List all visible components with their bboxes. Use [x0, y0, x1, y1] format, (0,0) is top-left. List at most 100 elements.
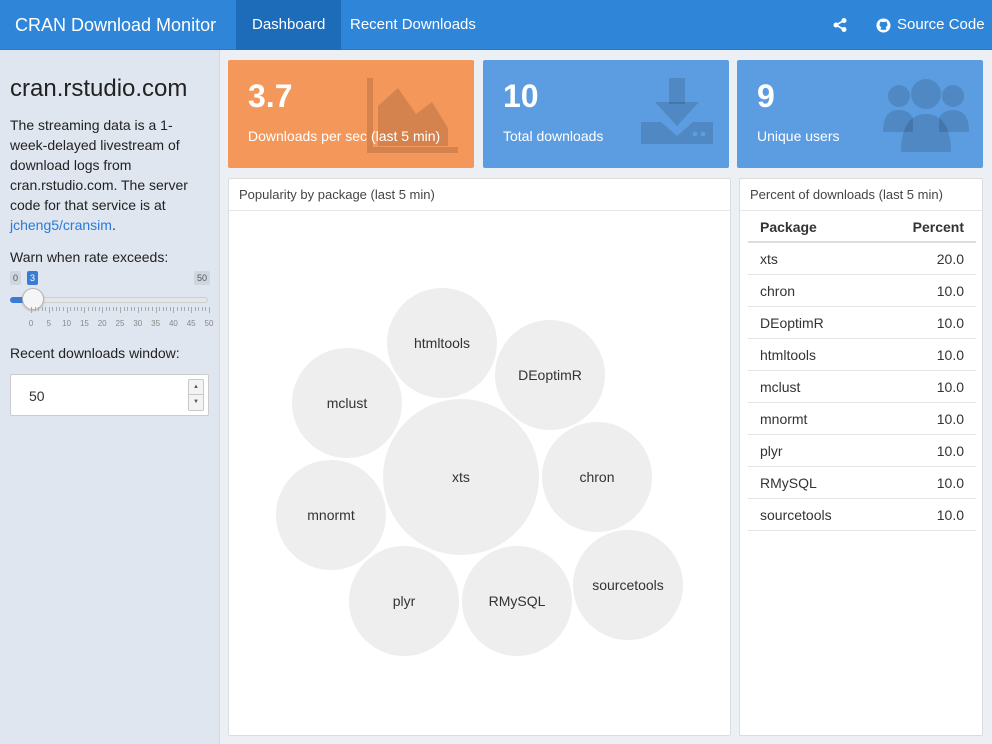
- unique-users-box: 9 Unique users: [737, 60, 983, 168]
- percent-title: Percent of downloads (last 5 min): [740, 179, 982, 211]
- table-body: xts 20.0 chron 10.0 DEoptimR 10.0 htmltools 10.…: [748, 243, 976, 531]
- slider-tick: [152, 307, 154, 311]
- slider-tick: [155, 307, 157, 313]
- bubble-label: DEoptimR: [518, 367, 582, 383]
- slider-tick: [116, 307, 118, 311]
- bubble-mclust[interactable]: mclust: [292, 348, 402, 458]
- slider-tick: [66, 307, 68, 313]
- download-icon: [641, 78, 713, 144]
- bubble-label: sourcetools: [592, 577, 664, 593]
- users-icon: [883, 79, 969, 152]
- slider-tick: [109, 307, 111, 311]
- slider-tick: [41, 307, 43, 311]
- slider-tick: [137, 307, 139, 313]
- share-button[interactable]: [832, 0, 848, 50]
- total-downloads-value: 10: [503, 78, 539, 114]
- slider-tick-label: 30: [133, 319, 143, 328]
- cell-package: DEoptimR: [760, 315, 824, 331]
- cell-package: RMySQL: [760, 475, 817, 491]
- downloads-rate-value: 3.7: [248, 78, 293, 114]
- downloads-rate-label: Downloads per sec (last 5 min): [248, 128, 441, 144]
- stepper-up-icon[interactable]: ▲: [189, 380, 203, 395]
- tab-recent-downloads[interactable]: Recent Downloads: [350, 16, 476, 33]
- header-percent[interactable]: Percent: [912, 219, 964, 235]
- bubble-rmysql[interactable]: RMySQL: [462, 546, 572, 656]
- slider-tick: [31, 307, 32, 313]
- rate-label: Warn when rate exceeds:: [10, 249, 169, 265]
- source-code-link[interactable]: Source Code: [876, 0, 985, 50]
- github-icon: [876, 17, 891, 33]
- slider-tick: [141, 307, 143, 311]
- bubble-deoptimr[interactable]: DEoptimR: [495, 320, 605, 430]
- cell-package: xts: [760, 251, 778, 267]
- slider-tick-label: 20: [97, 319, 107, 328]
- slider-ticks: 0 5 10 15 20 25 30 35 40 45 50: [10, 307, 213, 331]
- bubble-circle[interactable]: [495, 320, 605, 430]
- bubble-circle[interactable]: [276, 460, 386, 570]
- cell-percent: 10.0: [936, 283, 964, 299]
- slider-tick: [102, 307, 104, 313]
- slider-tick: [176, 307, 178, 311]
- slider-tick: [73, 307, 75, 311]
- window-stepper[interactable]: ▲ ▼: [188, 379, 204, 411]
- slider-tick: [194, 307, 196, 311]
- unique-users-label: Unique users: [757, 128, 840, 144]
- header-package[interactable]: Package: [760, 219, 817, 235]
- slider-tick-label: 40: [168, 319, 178, 328]
- cransim-link[interactable]: jcheng5/cransim: [10, 217, 112, 233]
- slider-tick-label: 5: [46, 319, 52, 328]
- popularity-box: Popularity by package (last 5 min) htmlt…: [228, 178, 731, 736]
- slider-tick: [159, 307, 161, 311]
- slider-tick: [91, 307, 93, 311]
- bubble-chron[interactable]: chron: [542, 422, 652, 532]
- slider-handle[interactable]: [22, 288, 44, 310]
- slider-tick: [198, 307, 200, 311]
- bubble-circle[interactable]: [387, 288, 497, 398]
- bubble-label: mnormt: [307, 507, 355, 523]
- bubble-circle[interactable]: [573, 530, 683, 640]
- slider-tick: [63, 307, 65, 311]
- slider-tick: [173, 307, 175, 313]
- total-downloads-label: Total downloads: [503, 128, 604, 144]
- cell-package: htmltools: [760, 347, 817, 363]
- percent-box: Percent of downloads (last 5 min) Packag…: [739, 178, 983, 736]
- stepper-down-icon[interactable]: ▼: [193, 399, 199, 405]
- bubble-circle[interactable]: [542, 422, 652, 532]
- slider-tick: [59, 307, 61, 311]
- slider-tick: [205, 307, 207, 311]
- bubble-mnormt[interactable]: mnormt: [276, 460, 386, 570]
- total-downloads-box: 10 Total downloads: [483, 60, 729, 168]
- cell-package: sourcetools: [760, 507, 832, 523]
- sidebar-title: cran.rstudio.com: [10, 75, 188, 102]
- slider-tick: [134, 307, 136, 311]
- bubble-circle[interactable]: [462, 546, 572, 656]
- window-input[interactable]: 50 ▲ ▼: [10, 374, 209, 416]
- slider-tick-label: 0: [28, 319, 34, 328]
- slider-max-badge: 50: [194, 271, 211, 285]
- slider-tick-label: 10: [62, 319, 72, 328]
- cell-percent: 10.0: [936, 411, 964, 427]
- table-row: RMySQL 10.0: [748, 467, 976, 499]
- tab-dashboard[interactable]: Dashboard: [236, 0, 342, 50]
- bubble-circle[interactable]: [292, 348, 402, 458]
- bubble-plyr[interactable]: plyr: [349, 546, 459, 656]
- cell-package: mnormt: [760, 411, 808, 427]
- slider-tick: [87, 307, 89, 311]
- bubble-htmltools[interactable]: htmltools: [387, 288, 497, 398]
- bubble-sourcetools[interactable]: sourcetools: [573, 530, 683, 640]
- cell-percent: 10.0: [936, 315, 964, 331]
- slider-tick-label: 35: [151, 319, 161, 328]
- slider-tick: [80, 307, 82, 311]
- slider-tick: [123, 307, 125, 311]
- window-label: Recent downloads window:: [10, 345, 180, 361]
- window-input-value: 50: [29, 388, 45, 404]
- cell-percent: 10.0: [936, 475, 964, 491]
- table-row: DEoptimR 10.0: [748, 307, 976, 339]
- table-row: chron 10.0: [748, 275, 976, 307]
- bubble-circle[interactable]: [349, 546, 459, 656]
- rate-slider[interactable]: 0 3 50 0 5 10 15 20 25 30 35 40 45 50: [10, 271, 213, 341]
- slider-tick: [105, 307, 107, 311]
- slider-tick: [191, 307, 193, 313]
- bubble-xts[interactable]: xts: [383, 399, 539, 555]
- bubble-circle[interactable]: [383, 399, 539, 555]
